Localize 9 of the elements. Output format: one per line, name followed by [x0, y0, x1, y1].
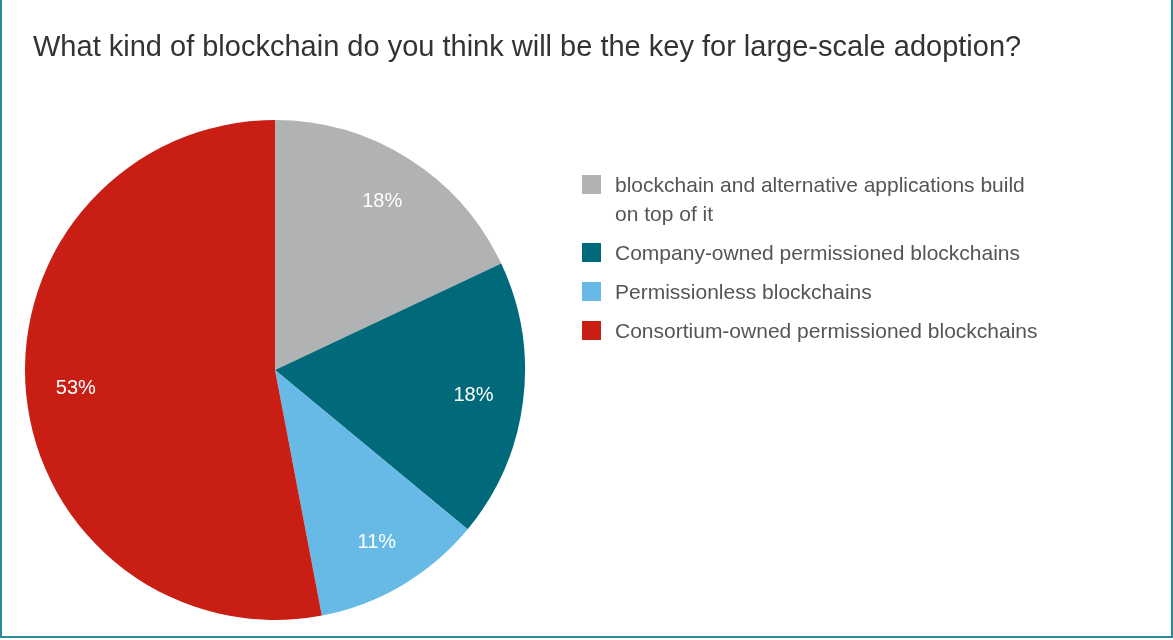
data-label: 11%	[357, 529, 397, 552]
data-label: 18%	[362, 188, 403, 211]
legend-label: Company-owned permissioned blockchains	[615, 240, 1021, 266]
legend-label: blockchain and alternative applications build on top of it	[615, 172, 1026, 227]
data-label: 53%	[55, 376, 97, 399]
legend-label: Consortium-owned permissioned blockchains	[615, 318, 1038, 344]
chart-title: What kind of blockchain do you think will be the key for large-scale adoption?	[33, 30, 1022, 63]
legend-label: Permissionless blockchains	[615, 279, 872, 305]
data-label: 18%	[453, 382, 494, 405]
